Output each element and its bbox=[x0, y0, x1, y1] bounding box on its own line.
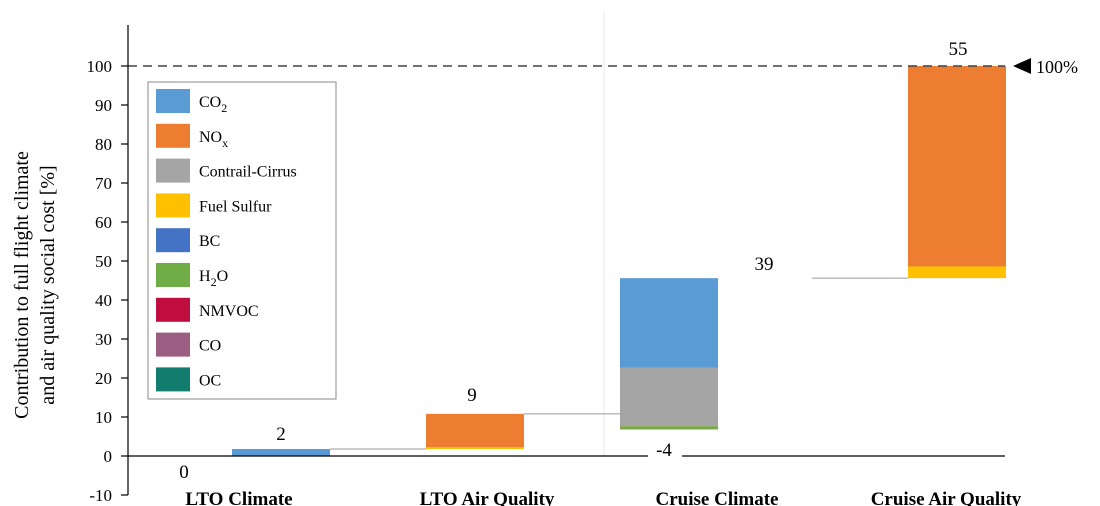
category-label-lto-climate: LTO Climate bbox=[185, 489, 292, 506]
legend-label-nox: NOx bbox=[199, 129, 228, 150]
y-tick-label: 20 bbox=[95, 369, 112, 388]
category-label-cruise-air-quality: Cruise Air Quality bbox=[871, 489, 1022, 506]
data-label: 9 bbox=[467, 385, 477, 406]
y-axis-label-line2: and air quality social cost [%] bbox=[37, 165, 59, 404]
bar-segment-cruise-climate-contrail-cirrus bbox=[620, 367, 718, 427]
category-labels-group: LTO Climate LTO Air Quality Cruise Climate… bbox=[185, 489, 1021, 506]
legend-swatch-co2 bbox=[156, 89, 190, 113]
y-tick-label: 90 bbox=[95, 96, 112, 115]
y-tick-label: 0 bbox=[104, 447, 113, 466]
y-tick-label: 80 bbox=[95, 135, 112, 154]
connectors-group bbox=[330, 277, 908, 450]
legend-label-bc: BC bbox=[199, 233, 220, 250]
y-axis-label-line1: Contribution to full flight climate bbox=[11, 151, 33, 419]
bar-segment-lto-air-quality-fuel-sulfur bbox=[426, 447, 524, 449]
legend-swatch-contrail-cirrus bbox=[156, 158, 190, 183]
legend-label-nmvoc: NMVOC bbox=[199, 303, 259, 320]
data-labels-group: 0 2 9 -4 39 55 bbox=[179, 39, 967, 483]
bars-group bbox=[232, 66, 1006, 456]
legend-swatch-co bbox=[156, 332, 190, 357]
category-label-cruise-climate: Cruise Climate bbox=[656, 489, 779, 506]
data-label: 39 bbox=[755, 254, 774, 275]
legend-swatch-oc bbox=[156, 367, 190, 392]
legend-label-co2: CO2 bbox=[199, 94, 227, 115]
data-label: 2 bbox=[276, 424, 286, 445]
y-tick-label: 70 bbox=[95, 174, 112, 193]
legend-label-oc: OC bbox=[199, 372, 221, 389]
legend-label-h2o: H2O bbox=[199, 268, 228, 289]
legend-label-contrail-cirrus: Contrail-Cirrus bbox=[199, 164, 297, 181]
bar-segment-lto-climate-co2 bbox=[232, 448, 330, 456]
y-ticks-group: -10 0 10 20 30 40 50 60 70 80 90 100 bbox=[87, 57, 128, 505]
bar-segment-cruise-air-quality-nox bbox=[908, 66, 1006, 267]
category-label-lto-air-quality: LTO Air Quality bbox=[420, 489, 555, 506]
legend-swatch-nmvoc bbox=[156, 297, 190, 322]
y-tick-label: -10 bbox=[89, 486, 112, 505]
y-tick-label: 60 bbox=[95, 213, 112, 232]
y-tick-label: 100 bbox=[87, 57, 113, 76]
legend: CO2 NOx Contrail-Cirrus Fuel Sulfur BC H2O NMV… bbox=[147, 81, 337, 400]
legend-swatch-nox bbox=[156, 123, 190, 148]
data-label: -4 bbox=[656, 440, 672, 461]
reference-marker bbox=[1013, 58, 1031, 74]
y-tick-label: 10 bbox=[95, 408, 112, 427]
data-label: 0 bbox=[179, 462, 189, 483]
legend-swatch-h2o bbox=[156, 263, 190, 287]
bar-segment-cruise-climate-co2 bbox=[620, 278, 718, 368]
bar-segment-cruise-air-quality-fuel-sulfur bbox=[908, 266, 1006, 279]
legend-label-co: CO bbox=[199, 338, 221, 355]
data-label-background bbox=[648, 437, 682, 461]
y-tick-label: 40 bbox=[95, 291, 112, 310]
legend-swatch-bc bbox=[156, 228, 190, 253]
y-tick-label: 50 bbox=[95, 252, 112, 271]
data-label: 55 bbox=[949, 39, 968, 60]
legend-label-fuel-sulfur: Fuel Sulfur bbox=[199, 198, 272, 215]
legend-swatch-fuel-sulfur bbox=[156, 193, 190, 218]
bar-segment-cruise-climate-h2o bbox=[620, 426, 718, 430]
bar-segment-lto-air-quality-nox bbox=[426, 413, 524, 448]
y-tick-label: 30 bbox=[95, 330, 112, 349]
reference-label: 100% bbox=[1036, 57, 1078, 77]
